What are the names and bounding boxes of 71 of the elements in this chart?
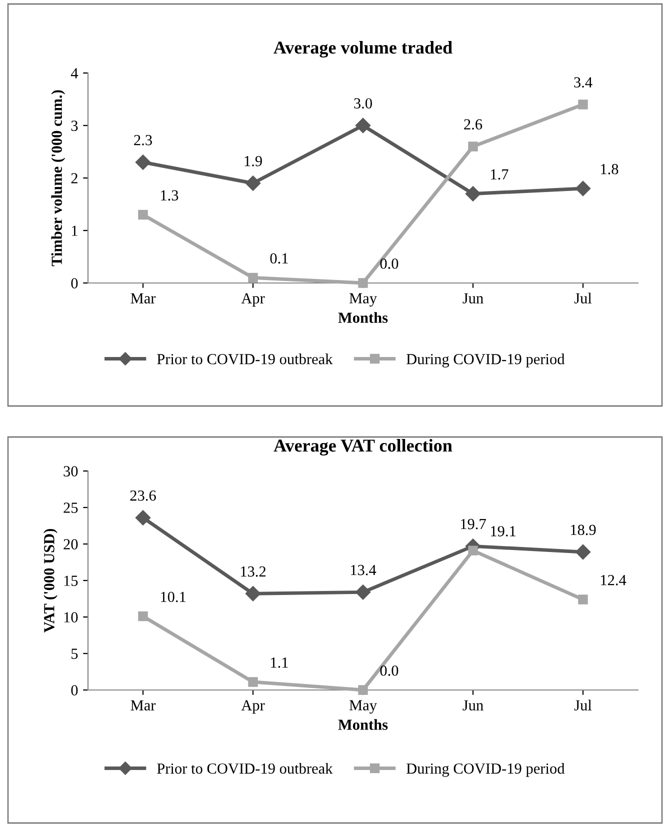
- x-tick-label: Mar: [130, 700, 156, 710]
- data-label: 1.8: [601, 164, 618, 174]
- y-tick-label: 10: [64, 612, 78, 622]
- x-tick-label: Jun: [462, 293, 484, 304]
- y-tick-label: 5: [72, 648, 78, 659]
- y-tick-label: 25: [64, 502, 78, 513]
- point: [355, 118, 371, 134]
- point: [245, 586, 261, 602]
- legend-label: Prior to COVID-19 outbreak: [157, 354, 333, 364]
- y-tick-label: 15: [64, 576, 78, 586]
- x-tick-label: May: [349, 293, 377, 307]
- point: [575, 544, 591, 560]
- data-label: 2.3: [134, 134, 152, 146]
- y-tick-label: 0: [71, 278, 78, 288]
- point: [468, 142, 478, 152]
- data-label: 19.1: [491, 526, 516, 536]
- data-label: 13.4: [350, 564, 376, 576]
- x-tick-label: Apr: [241, 700, 265, 714]
- data-label: 0.0: [380, 258, 398, 269]
- data-label: 0.0: [380, 665, 398, 676]
- y-tick-label: 1: [72, 226, 78, 236]
- point: [465, 186, 481, 202]
- data-label: 13.2: [240, 566, 266, 577]
- x-tick-label: Apr: [241, 293, 265, 307]
- point: [355, 584, 371, 600]
- y-tick-label: 2: [71, 173, 78, 184]
- chart-title: Average VAT collection: [274, 439, 452, 456]
- data-label: 19.7: [460, 518, 486, 530]
- point: [575, 180, 591, 196]
- point: [248, 272, 258, 283]
- x-tick-label: May: [349, 700, 377, 714]
- x-tick-label: Mar: [130, 293, 156, 304]
- point: [135, 154, 151, 170]
- data-label: 1.3: [161, 190, 178, 201]
- x-axis-title: Months: [338, 719, 388, 730]
- y-tick-label: 4: [70, 68, 78, 78]
- y-axis-title: VAT ('000 USD): [44, 528, 58, 633]
- y-tick-label: 0: [71, 685, 78, 696]
- x-axis-title: Months: [338, 312, 388, 323]
- point: [358, 685, 368, 695]
- data-label: 0.1: [270, 253, 288, 264]
- point: [358, 278, 368, 288]
- legend-label: During COVID-19 period: [406, 354, 565, 368]
- x-tick-label: Jul: [574, 292, 592, 304]
- data-label: 2.6: [464, 119, 482, 130]
- data-label: 1.7: [491, 169, 508, 180]
- data-label: 23.6: [130, 490, 156, 501]
- point: [248, 677, 258, 687]
- chart-title: Average volume traded: [274, 41, 452, 58]
- y-tick-label: 3: [71, 120, 78, 131]
- point: [468, 546, 478, 556]
- legend-label: During COVID-19 period: [406, 762, 565, 777]
- data-label: 18.9: [570, 524, 596, 536]
- data-label: 3.4: [574, 77, 592, 88]
- data-label: 3.0: [354, 98, 372, 109]
- legend-label: Prior to COVID-19 outbreak: [157, 762, 333, 774]
- data-label: 10.1: [161, 592, 186, 602]
- point: [138, 611, 148, 622]
- point: [578, 100, 588, 110]
- y-tick-label: 30: [64, 466, 78, 476]
- y-tick-label: 20: [64, 539, 78, 550]
- data-label: 1.9: [244, 156, 262, 166]
- x-tick-label: Jul: [574, 700, 592, 710]
- y-axis-title: Timber volume ('000 cum.): [51, 90, 66, 266]
- point: [578, 594, 588, 604]
- x-tick-label: Jun: [462, 700, 484, 710]
- point: [135, 510, 151, 526]
- data-label: 12.4: [601, 575, 626, 586]
- point: [138, 210, 148, 220]
- point: [245, 176, 261, 191]
- data-label: 1.1: [271, 658, 288, 668]
